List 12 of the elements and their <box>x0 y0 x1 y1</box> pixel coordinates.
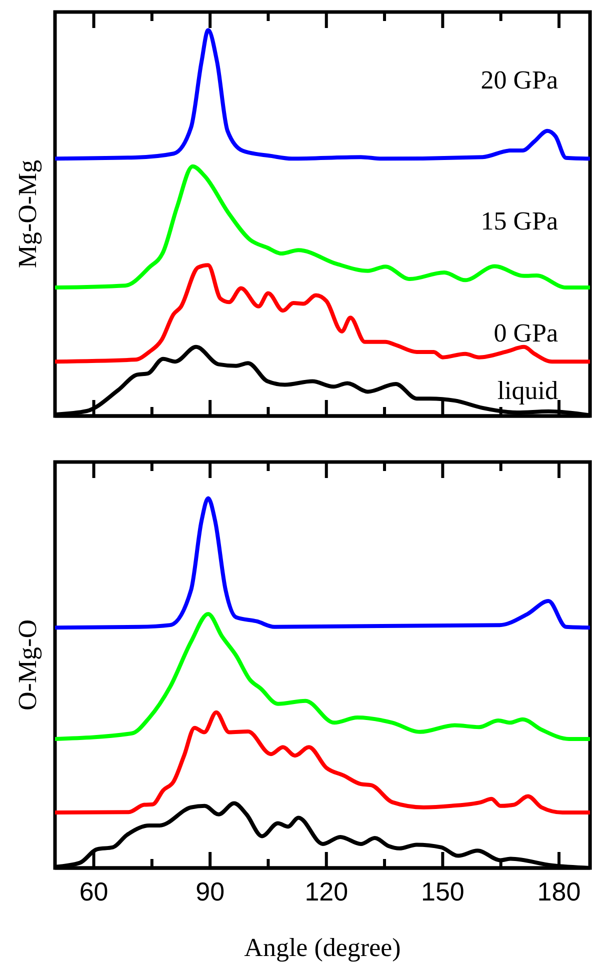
x-tick-label: 180 <box>537 876 581 906</box>
y-axis-title: Mg-O-Mg <box>13 160 42 268</box>
x-tick-label: 150 <box>420 876 464 906</box>
legend-label: liquid <box>497 376 558 406</box>
x-tick-label: 60 <box>79 876 108 906</box>
x-tick-label: 120 <box>304 876 348 906</box>
series-label: 15 GPa <box>480 206 558 236</box>
x-tick-label: 90 <box>196 876 225 906</box>
series-label: 20 GPa <box>480 66 558 95</box>
x-axis-title: Angle (degree) <box>244 933 401 962</box>
y-axis-title: O-Mg-O <box>13 620 42 710</box>
series-label: 0 GPa <box>494 318 558 348</box>
